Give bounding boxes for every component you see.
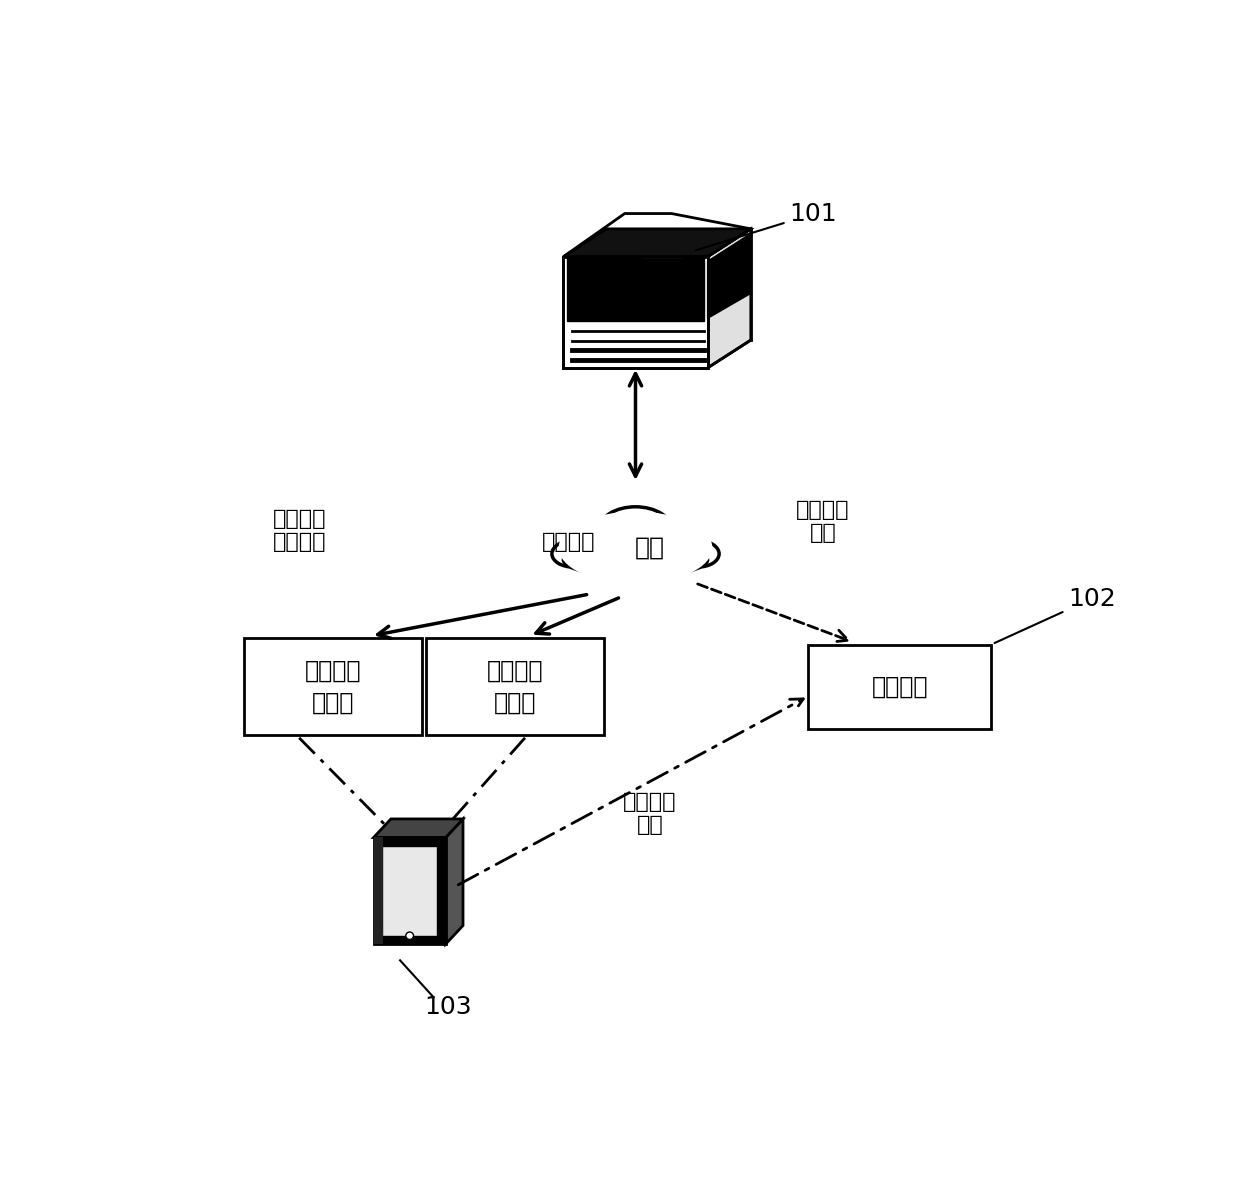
Text: 目标烹饪
曲线: 目标烹饪 曲线: [796, 500, 849, 543]
Polygon shape: [563, 256, 708, 368]
Polygon shape: [563, 229, 751, 256]
Ellipse shape: [677, 541, 719, 567]
Text: 目标烹饪
曲线: 目标烹饪 曲线: [624, 792, 677, 836]
Ellipse shape: [558, 512, 712, 584]
Text: 103: 103: [424, 995, 472, 1019]
Polygon shape: [567, 256, 704, 321]
Text: 订餐请求: 订餐请求: [542, 532, 595, 553]
Polygon shape: [244, 638, 422, 736]
Text: 102: 102: [994, 586, 1116, 643]
Text: 网络: 网络: [635, 536, 665, 560]
Ellipse shape: [552, 541, 594, 567]
Polygon shape: [373, 838, 445, 944]
Polygon shape: [382, 846, 436, 936]
Text: 烹饪设备: 烹饪设备: [872, 674, 928, 698]
Text: 第一客户
端模块: 第一客户 端模块: [305, 659, 361, 715]
Polygon shape: [427, 638, 604, 736]
Text: 第二客户
端模块: 第二客户 端模块: [487, 659, 543, 715]
Text: 101: 101: [696, 202, 837, 250]
Polygon shape: [445, 819, 463, 944]
Polygon shape: [373, 819, 463, 838]
Ellipse shape: [599, 507, 672, 553]
Polygon shape: [808, 645, 991, 728]
Ellipse shape: [645, 525, 699, 559]
Ellipse shape: [563, 543, 708, 577]
Text: 目标烹饪
对象标识: 目标烹饪 对象标识: [273, 509, 326, 553]
Polygon shape: [708, 234, 751, 318]
Circle shape: [405, 932, 413, 939]
Ellipse shape: [572, 525, 626, 559]
Polygon shape: [708, 229, 751, 368]
Polygon shape: [373, 838, 383, 944]
